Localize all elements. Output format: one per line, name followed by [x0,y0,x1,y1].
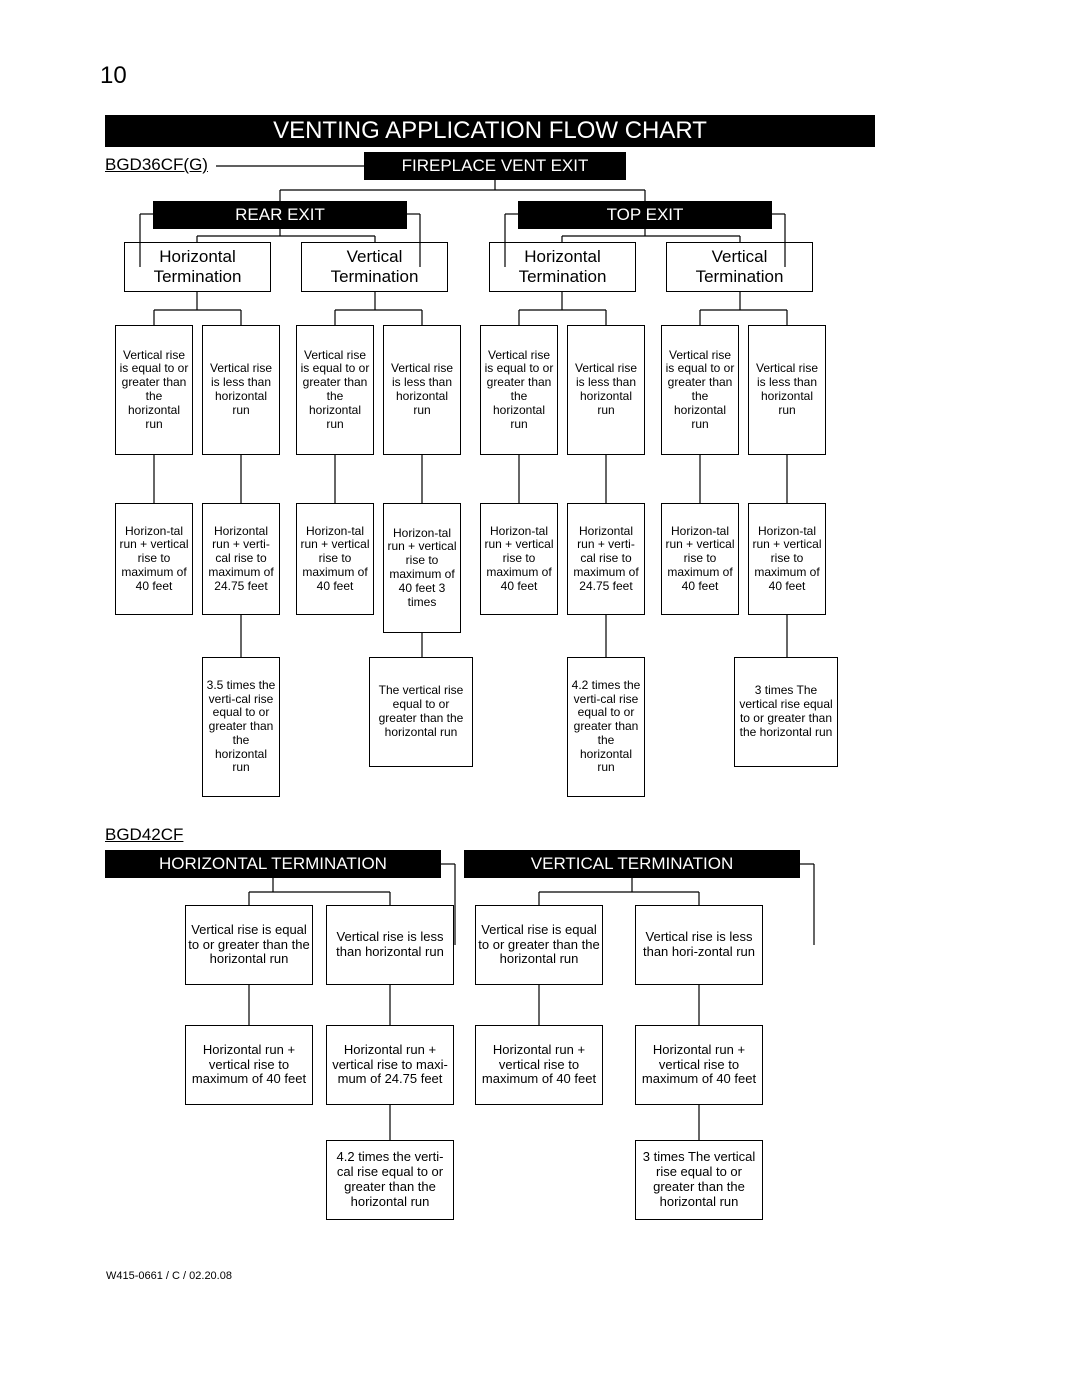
r2c2: Horizontal run + verti-cal rise to maxim… [202,503,280,615]
s2r2c3: Horizontal run + vertical rise to maximu… [475,1025,603,1105]
r2c5: Horizon-tal run + vertical rise to maxim… [480,503,558,615]
model-a-label: BGD36CF(G) [105,155,208,175]
rear-exit-bar: REAR EXIT [153,201,407,229]
r1c2: Vertical rise is less than horizontal ru… [202,325,280,455]
fireplace-vent-exit-bar: FIREPLACE VENT EXIT [364,152,626,180]
r3c8: 3 times The vertical rise equal to or gr… [734,657,838,767]
r2c3: Horizon-tal run + vertical rise to maxim… [296,503,374,615]
r3c4: The vertical rise equal to or greater th… [369,657,473,767]
r1c6: Vertical rise is less than horizontal ru… [567,325,645,455]
r2c8: Horizon-tal run + vertical rise to maxim… [748,503,826,615]
s2r1c2: Vertical rise is less than horizontal ru… [326,905,454,985]
rear-horizontal-termination: Horizontal Termination [124,242,271,292]
footer-text: W415-0661 / C / 02.20.08 [106,1270,232,1282]
s2r3c4: 3 times The vertical rise equal to or gr… [635,1140,763,1220]
r2c7: Horizon-tal run + vertical rise to maxim… [661,503,739,615]
page: 10 VENTING APPLICATION FLOW CHART FIREPL… [0,0,1080,1397]
rear-vertical-termination: Vertical Termination [301,242,448,292]
r1c1: Vertical rise is equal to or greater tha… [115,325,193,455]
top-vertical-termination: Vertical Termination [666,242,813,292]
s2r2c1: Horizontal run + vertical rise to maximu… [185,1025,313,1105]
s2r1c3: Vertical rise is equal to or greater tha… [475,905,603,985]
page-number: 10 [100,62,127,90]
top-exit-bar: TOP EXIT [518,201,772,229]
r1c8: Vertical rise is less than horizontal ru… [748,325,826,455]
r1c7: Vertical rise is equal to or greater tha… [661,325,739,455]
r3c2: 3.5 times the verti-cal rise equal to or… [202,657,280,797]
horizontal-termination-bar: HORIZONTAL TERMINATION [105,850,441,878]
top-horizontal-termination: Horizontal Termination [489,242,636,292]
vertical-termination-bar: VERTICAL TERMINATION [464,850,800,878]
s2r2c2: Horizontal run + vertical rise to maxi-m… [326,1025,454,1105]
model-b-label: BGD42CF [105,825,183,845]
s2r2c4: Horizontal run + vertical rise to maximu… [635,1025,763,1105]
s2r1c1: Vertical rise is equal to or greater tha… [185,905,313,985]
r1c3: Vertical rise is equal to or greater tha… [296,325,374,455]
r1c4: Vertical rise is less than horizontal ru… [383,325,461,455]
s2r3c2: 4.2 times the verti-cal rise equal to or… [326,1140,454,1220]
r1c5: Vertical rise is equal to or greater tha… [480,325,558,455]
title-bar: VENTING APPLICATION FLOW CHART [105,115,875,147]
r3c6: 4.2 times the verti-cal rise equal to or… [567,657,645,797]
r2c6: Horizontal run + verti-cal rise to maxim… [567,503,645,615]
r2c1: Horizon-tal run + vertical rise to maxim… [115,503,193,615]
r2c4: Horizon-tal run + vertical rise to maxim… [383,503,461,633]
s2r1c4: Vertical rise is less than hori-zontal r… [635,905,763,985]
